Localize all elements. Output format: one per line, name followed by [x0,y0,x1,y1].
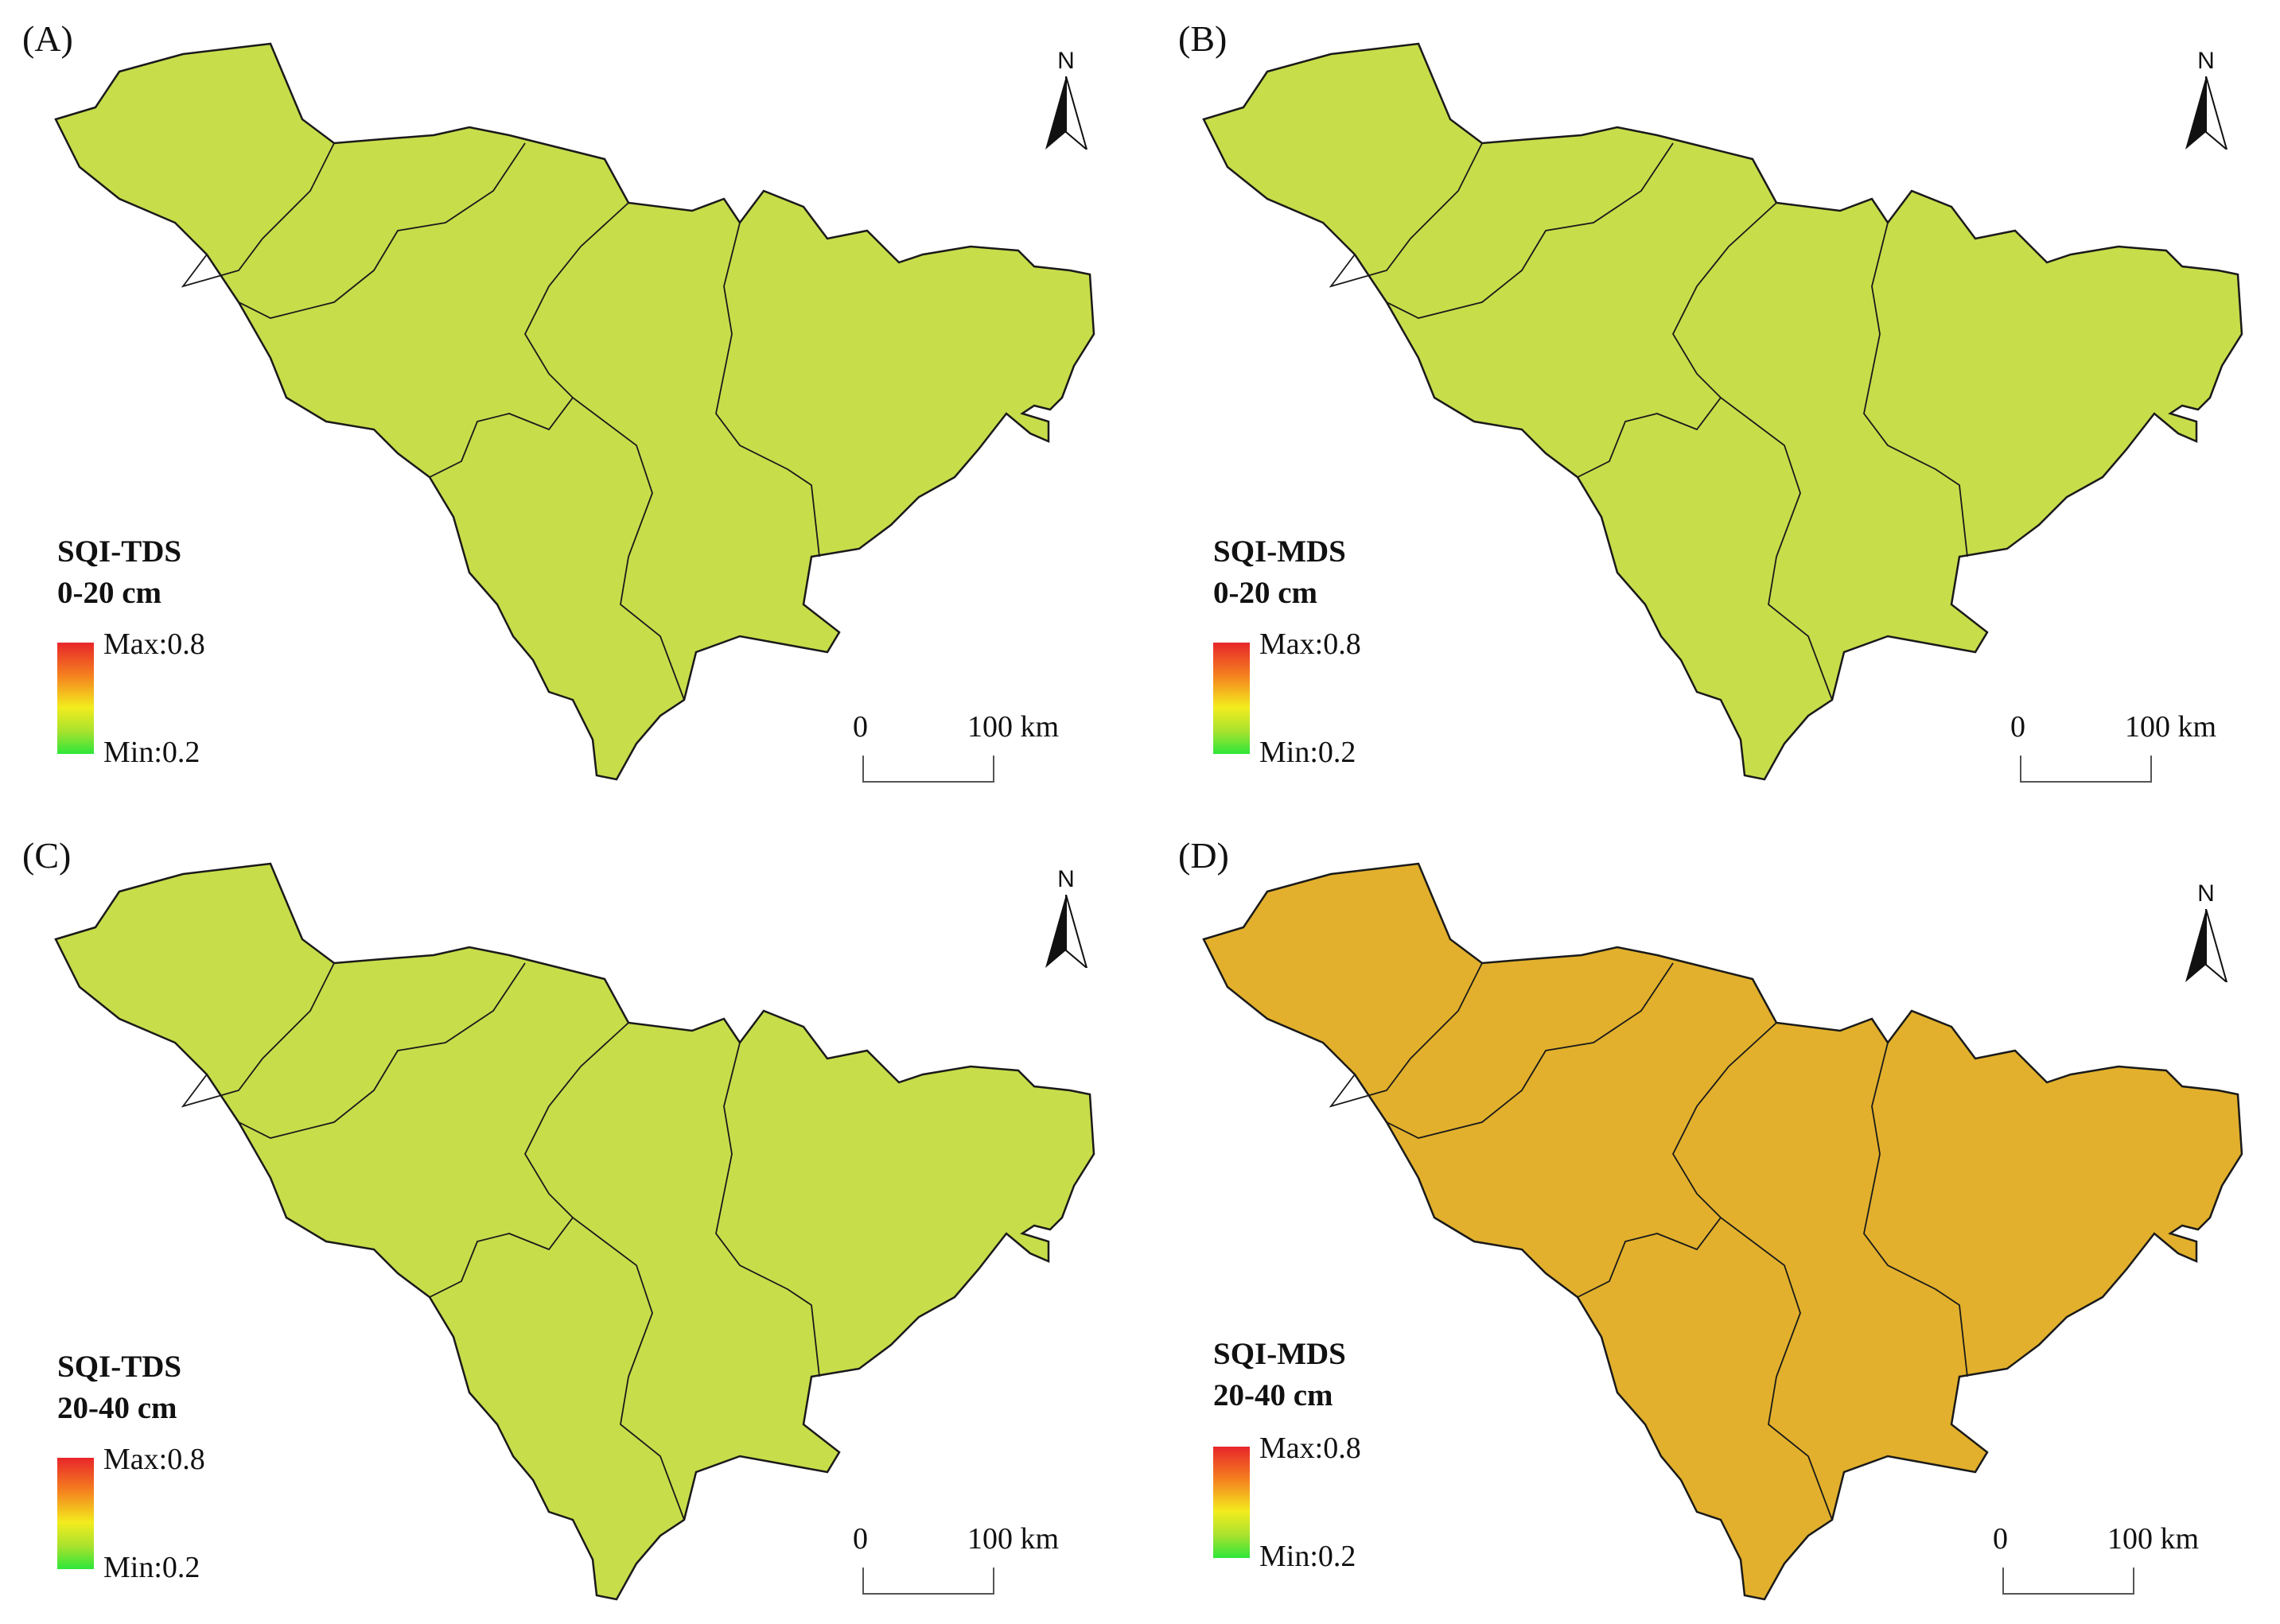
scale-bar: 0 100 km [853,1521,1091,1609]
color-ramp [1213,1447,1250,1558]
legend-depth: 0-20 cm [1213,576,1318,610]
panel-a: (A) [0,0,1140,812]
ramp-min-label: Min:0.2 [1259,736,1356,769]
north-arrow: N [1034,866,1098,977]
ramp-max-label: Max:0.8 [1259,1432,1361,1465]
ramp-max-label: Max:0.8 [103,627,205,661]
north-arrow: N [2174,880,2238,992]
scale-zero-label: 0 [853,710,868,744]
scale-zero-label: 0 [1993,1522,2008,1556]
scale-line [862,756,994,783]
north-arrow-icon [1045,895,1088,968]
soil-quality-map [1202,42,2243,781]
scale-distance-label: 100 km [2107,1522,2200,1556]
ramp-min-label: Min:0.2 [103,1551,200,1584]
scale-bar: 0 100 km [2010,709,2249,797]
scale-line [2002,1568,2134,1595]
legend-depth: 0-20 cm [57,576,162,610]
soil-quality-map [54,42,1095,781]
soil-quality-map [1202,862,2243,1601]
panel-letter: (D) [1178,835,1229,876]
scale-distance-label: 100 km [967,710,1060,744]
north-label: N [2197,48,2215,74]
north-label: N [1057,866,1075,892]
north-arrow-icon [1045,76,1088,150]
panel-c: (C) [0,812,1140,1624]
color-ramp [1213,643,1250,754]
north-arrow-icon [2185,909,2228,982]
scale-line [2020,756,2152,783]
scale-distance-label: 100 km [967,1522,1060,1556]
scale-zero-label: 0 [2010,710,2025,744]
north-label: N [2197,880,2215,907]
ramp-max-label: Max:0.8 [1259,627,1361,661]
soil-quality-map [54,862,1095,1601]
legend-title: SQI-TDS [57,534,182,569]
scale-distance-label: 100 km [2125,710,2217,744]
legend-title: SQI-MDS [1213,534,1346,569]
legend-title: SQI-MDS [1213,1337,1346,1371]
legend-depth: 20-40 cm [1213,1378,1333,1412]
north-arrow: N [1034,48,1098,159]
north-arrow: N [2174,48,2238,159]
legend-title: SQI-TDS [57,1350,182,1384]
scale-bar: 0 100 km [853,709,1091,797]
panel-b: (B) [1140,0,2280,812]
scale-line [862,1568,994,1595]
scale-zero-label: 0 [853,1522,868,1556]
color-ramp [57,1458,94,1569]
ramp-min-label: Min:0.2 [103,736,200,769]
panel-d: (D) [1140,812,2280,1624]
panel-letter: (B) [1178,18,1228,59]
scale-bar: 0 100 km [1993,1521,2231,1609]
legend-depth: 20-40 cm [57,1391,177,1425]
panel-letter: (C) [22,835,72,876]
panel-letter: (A) [22,18,73,59]
north-arrow-icon [2185,76,2228,150]
ramp-max-label: Max:0.8 [103,1443,205,1476]
ramp-min-label: Min:0.2 [1259,1540,1356,1573]
color-ramp [57,643,94,754]
north-label: N [1057,48,1075,74]
